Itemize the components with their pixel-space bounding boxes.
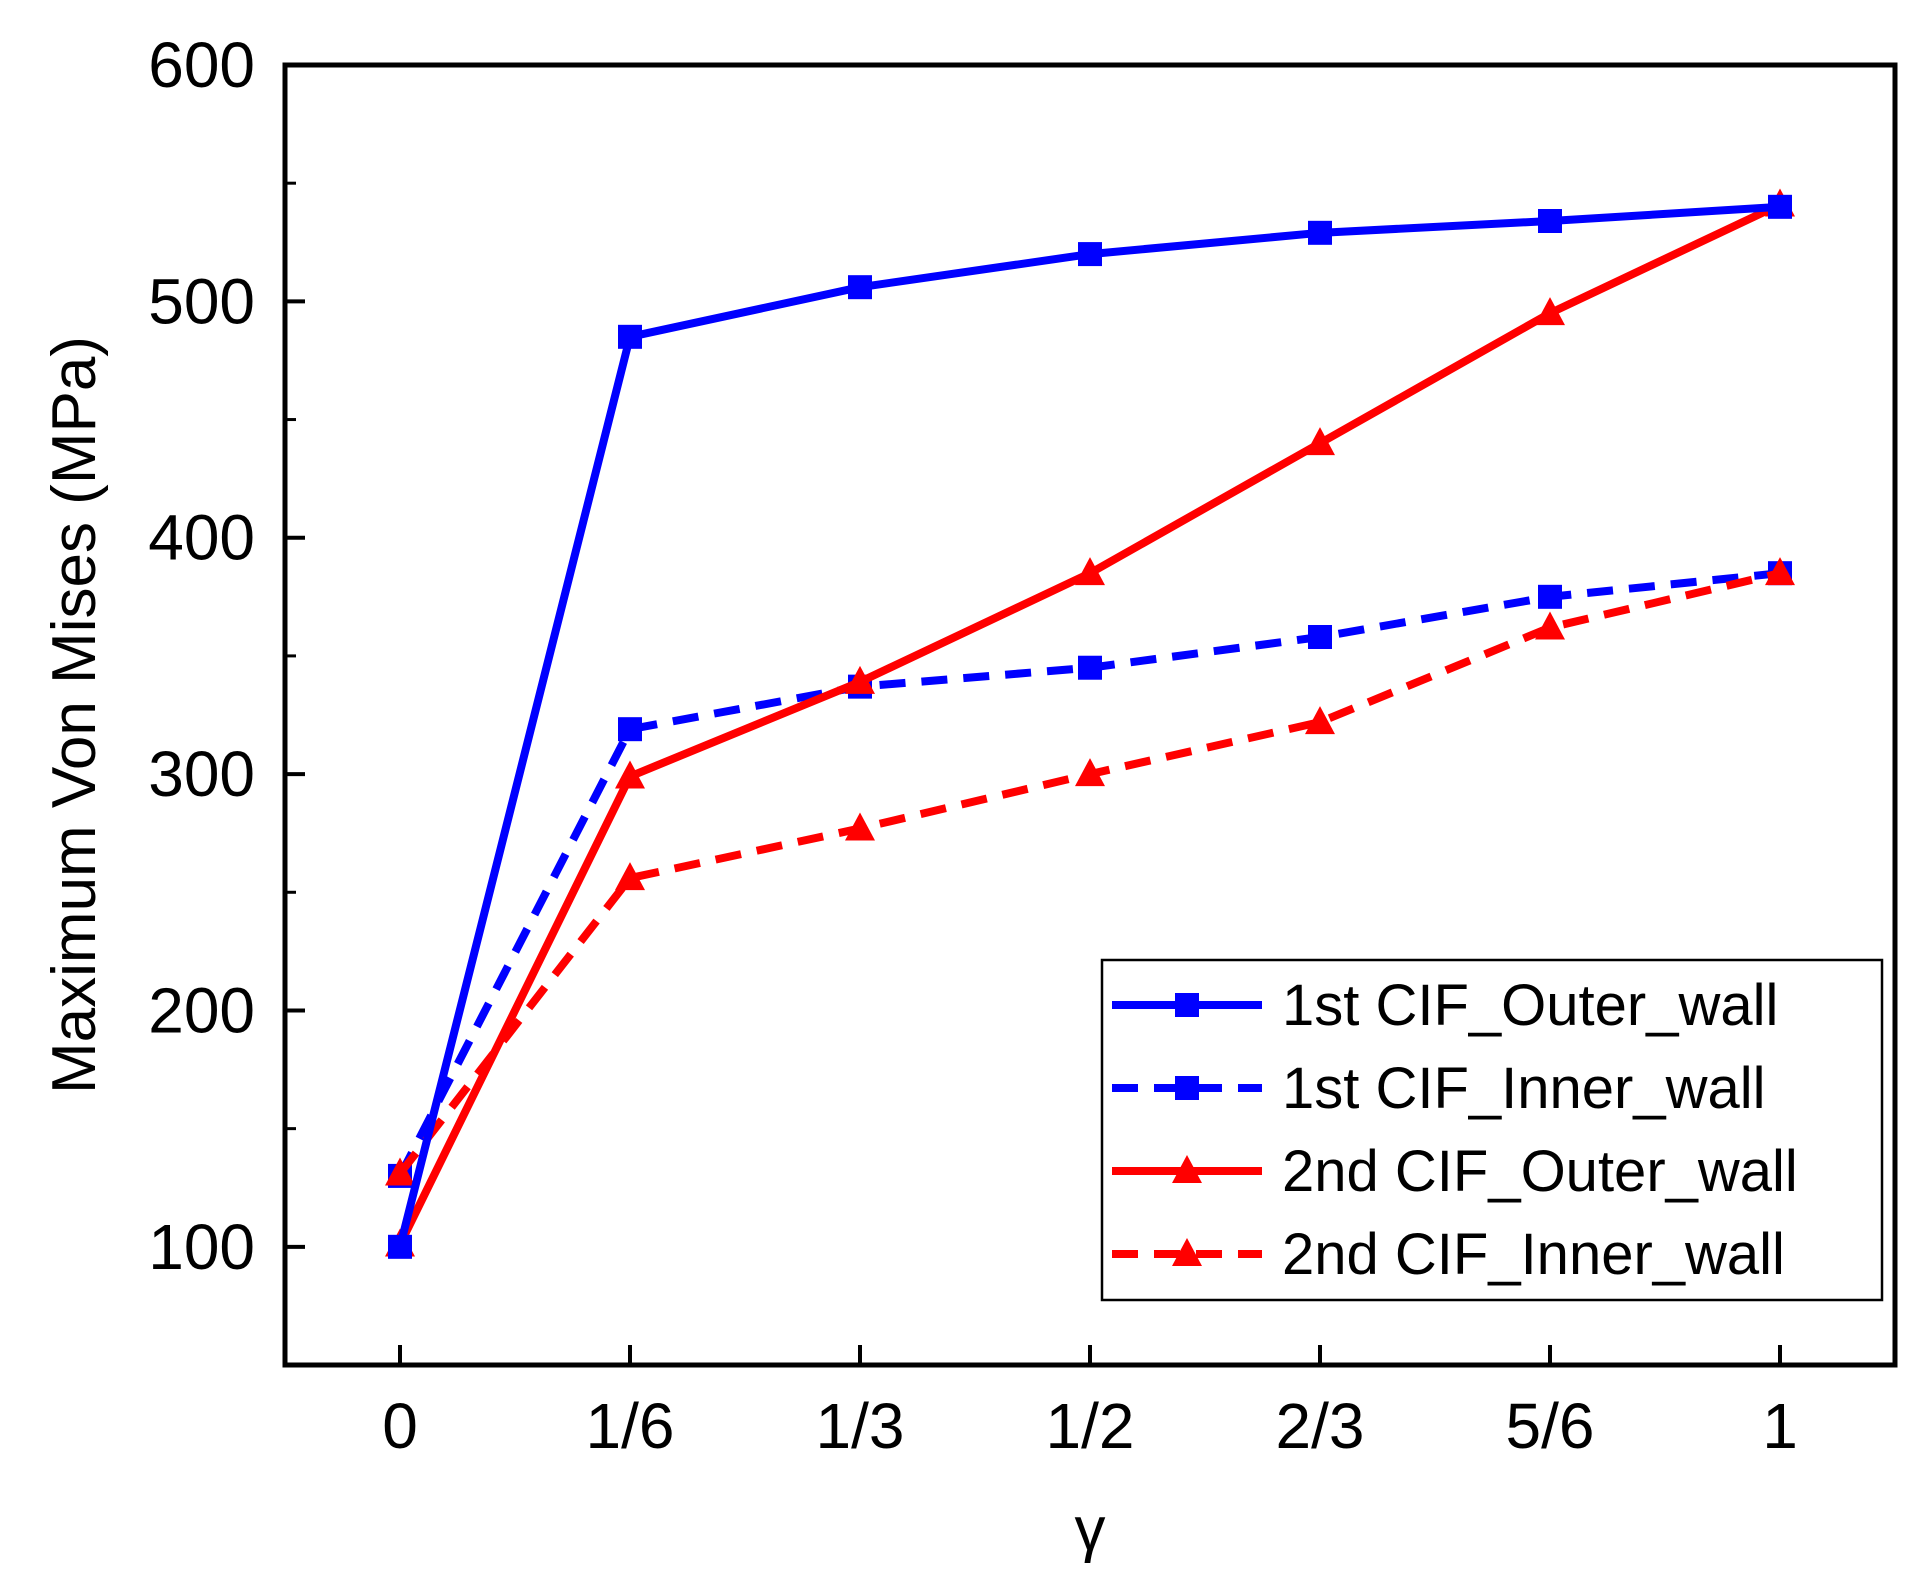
data-point xyxy=(385,1157,415,1186)
x-tick-label: 1 xyxy=(1762,1390,1798,1462)
data-point xyxy=(1768,194,1792,219)
data-point xyxy=(615,862,645,891)
x-tick-label: 2/3 xyxy=(1276,1390,1365,1462)
y-tick-label: 400 xyxy=(148,502,255,574)
y-tick-label: 500 xyxy=(148,265,255,337)
data-point xyxy=(618,717,642,742)
axis-layer: 0 1/6 1/3 1/2 2/3 5/6 1 100 200 300 400 500 600 xyxy=(148,29,1798,1462)
x-tick-label: 1/6 xyxy=(586,1390,675,1462)
y-axis-title: Maximum Von Mises (MPa) xyxy=(40,336,109,1094)
data-point xyxy=(615,760,645,789)
legend-marker xyxy=(1175,1076,1199,1100)
data-point xyxy=(1078,242,1102,267)
x-tick-label: 1/2 xyxy=(1046,1390,1135,1462)
legend-item: 1st CIF_Inner_wall xyxy=(1112,1056,1766,1121)
data-point xyxy=(1305,706,1335,735)
series-layer xyxy=(385,188,1795,1259)
data-point xyxy=(1535,611,1565,640)
legend-label: 2nd CIF_Inner_wall xyxy=(1282,1222,1785,1287)
data-point xyxy=(1075,557,1105,586)
data-point xyxy=(1308,625,1332,649)
legend-item: 1st CIF_Outer_wall xyxy=(1112,973,1778,1038)
series-1st-cif-inner-wall xyxy=(388,561,1792,1188)
legend-box xyxy=(1100,958,1884,1302)
legend-item: 2nd CIF_Outer_wall xyxy=(1112,1139,1798,1204)
data-point xyxy=(845,812,875,841)
x-tick-label: 5/6 xyxy=(1506,1390,1595,1462)
data-point xyxy=(1535,297,1565,326)
legend-label: 1st CIF_Outer_wall xyxy=(1282,973,1778,1038)
x-axis-title: γ xyxy=(1075,1495,1106,1564)
data-point xyxy=(1765,557,1795,586)
y-tick-label: 200 xyxy=(148,974,255,1046)
y-tick-label: 100 xyxy=(148,1211,255,1283)
legend-marker xyxy=(1175,993,1199,1017)
data-point xyxy=(1078,655,1102,680)
legend-label: 1st CIF_Inner_wall xyxy=(1282,1056,1766,1121)
x-tick-label: 1/3 xyxy=(816,1390,905,1462)
y-tick-label: 600 xyxy=(148,29,255,101)
series-2nd-cif-inner-wall xyxy=(385,557,1795,1186)
legend-marker xyxy=(1172,1155,1202,1183)
data-point xyxy=(848,275,872,300)
data-point xyxy=(1308,220,1332,245)
legend-label: 2nd CIF_Outer_wall xyxy=(1282,1139,1798,1204)
data-point xyxy=(388,1234,412,1259)
series-1st-cif-outer-wall xyxy=(388,194,1792,1259)
legend: 1st CIF_Outer_wall 1st CIF_Inner_wall 2nd … xyxy=(1100,958,1884,1302)
data-point xyxy=(1538,209,1562,233)
data-point xyxy=(618,324,642,349)
legend-item: 2nd CIF_Inner_wall xyxy=(1112,1222,1785,1287)
data-point xyxy=(1305,427,1335,456)
data-point xyxy=(1075,758,1105,787)
data-point xyxy=(1538,584,1562,609)
legend-marker xyxy=(1172,1238,1202,1266)
y-tick-label: 300 xyxy=(148,738,255,810)
data-point xyxy=(845,665,875,694)
x-tick-label: 0 xyxy=(382,1390,418,1462)
